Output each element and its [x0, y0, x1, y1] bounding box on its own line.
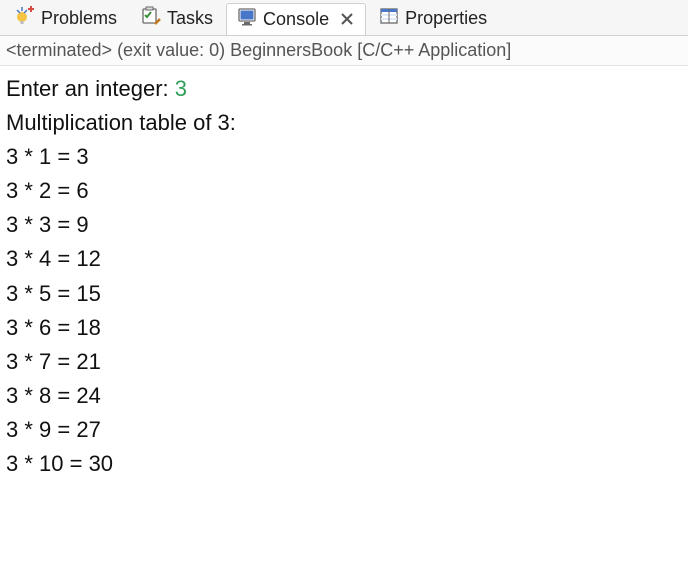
properties-icon: [379, 6, 399, 31]
tasks-icon: [141, 6, 161, 31]
table-row: 3 * 7 = 21: [6, 345, 680, 379]
console-icon: [237, 7, 257, 32]
table-row: 3 * 3 = 9: [6, 208, 680, 242]
table-row: 3 * 5 = 15: [6, 277, 680, 311]
table-row: 3 * 6 = 18: [6, 311, 680, 345]
problems-icon: [15, 6, 35, 31]
multiplication-table: 3 * 1 = 33 * 2 = 63 * 3 = 93 * 4 = 123 *…: [6, 140, 680, 481]
table-row: 3 * 10 = 30: [6, 447, 680, 481]
console-prompt-line: Enter an integer: 3: [6, 72, 680, 106]
tab-console[interactable]: Console: [226, 3, 366, 35]
console-status-line: <terminated> (exit value: 0) BeginnersBo…: [0, 36, 688, 66]
table-row: 3 * 1 = 3: [6, 140, 680, 174]
table-row: 3 * 9 = 27: [6, 413, 680, 447]
tab-label: Problems: [41, 8, 117, 29]
tab-properties[interactable]: Properties: [368, 2, 498, 34]
table-row: 3 * 8 = 24: [6, 379, 680, 413]
status-text: <terminated> (exit value: 0) BeginnersBo…: [6, 40, 511, 60]
console-heading: Multiplication table of 3:: [6, 106, 680, 140]
tab-label: Tasks: [167, 8, 213, 29]
tab-label: Console: [263, 9, 329, 30]
prompt-text: Enter an integer:: [6, 76, 175, 101]
table-row: 3 * 2 = 6: [6, 174, 680, 208]
tab-label: Properties: [405, 8, 487, 29]
tab-problems[interactable]: Problems: [4, 2, 128, 34]
close-icon[interactable]: [339, 11, 355, 27]
tab-tasks[interactable]: Tasks: [130, 2, 224, 34]
table-row: 3 * 4 = 12: [6, 242, 680, 276]
user-input-value: 3: [175, 76, 187, 101]
view-tabbar: Problems Tasks Console: [0, 0, 688, 36]
console-output: Enter an integer: 3 Multiplication table…: [0, 66, 688, 481]
